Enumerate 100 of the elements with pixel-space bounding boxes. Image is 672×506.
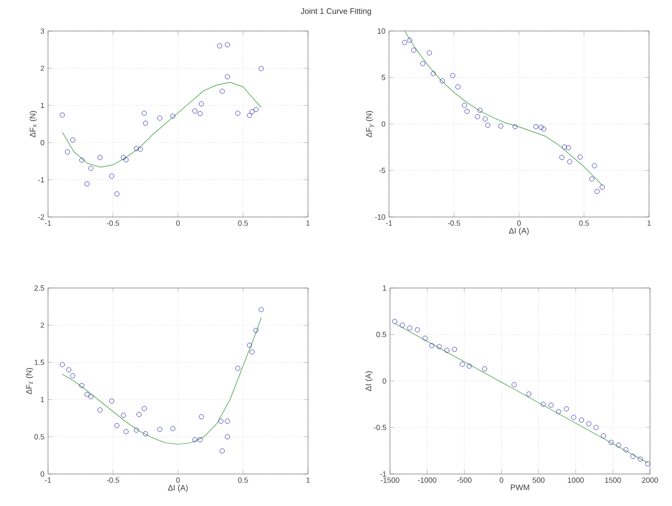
point xyxy=(224,42,230,48)
point xyxy=(429,343,434,348)
point xyxy=(436,344,442,350)
point xyxy=(426,50,432,56)
point xyxy=(253,328,259,333)
point xyxy=(414,327,420,332)
point xyxy=(452,346,458,352)
point xyxy=(630,454,636,459)
point xyxy=(246,112,252,118)
point xyxy=(594,424,599,430)
point xyxy=(66,367,72,372)
point xyxy=(460,362,465,367)
point xyxy=(134,146,139,152)
point xyxy=(136,412,142,418)
point xyxy=(97,154,103,160)
point xyxy=(114,423,120,428)
point xyxy=(217,43,222,48)
point xyxy=(512,382,517,388)
point xyxy=(60,112,65,118)
point xyxy=(562,144,568,150)
point xyxy=(466,364,472,369)
point xyxy=(482,116,488,122)
point xyxy=(250,349,255,355)
point xyxy=(60,362,65,368)
point xyxy=(142,120,148,126)
point xyxy=(198,111,203,116)
point xyxy=(170,114,176,119)
point xyxy=(142,110,147,116)
point xyxy=(138,146,143,152)
point xyxy=(64,149,70,154)
point xyxy=(134,428,139,433)
point xyxy=(623,447,628,452)
point xyxy=(420,61,426,66)
point xyxy=(218,418,224,424)
point xyxy=(220,448,225,454)
line-series xyxy=(62,317,262,445)
point xyxy=(589,176,594,182)
point xyxy=(123,157,129,162)
point xyxy=(142,406,147,412)
point xyxy=(192,108,198,114)
point xyxy=(224,418,230,424)
point xyxy=(70,137,76,143)
point xyxy=(440,78,445,84)
point xyxy=(567,159,572,164)
point xyxy=(548,402,554,408)
point xyxy=(422,336,428,341)
point xyxy=(258,307,264,312)
point xyxy=(192,437,198,442)
point xyxy=(616,442,622,448)
point xyxy=(402,40,408,46)
point xyxy=(123,429,129,434)
point xyxy=(541,126,546,132)
point xyxy=(142,431,148,436)
point xyxy=(462,102,467,108)
point xyxy=(224,74,230,80)
point xyxy=(444,348,450,353)
point xyxy=(79,382,84,388)
point xyxy=(498,124,504,129)
point xyxy=(198,437,203,442)
point xyxy=(455,84,460,90)
point xyxy=(114,191,120,196)
point xyxy=(120,412,126,418)
point xyxy=(220,88,225,94)
point xyxy=(407,325,412,331)
point xyxy=(235,366,240,371)
point xyxy=(120,154,126,160)
point xyxy=(198,414,204,420)
point xyxy=(411,48,416,53)
point xyxy=(485,122,490,128)
point xyxy=(224,434,230,440)
point xyxy=(170,426,176,432)
point xyxy=(253,106,259,112)
point xyxy=(533,124,538,130)
point xyxy=(600,184,605,190)
point xyxy=(559,154,564,160)
point xyxy=(450,73,456,78)
point xyxy=(638,456,643,462)
point xyxy=(79,158,84,163)
point xyxy=(392,318,398,324)
point xyxy=(109,174,114,179)
point xyxy=(70,373,76,378)
point xyxy=(592,163,597,168)
point xyxy=(157,116,162,121)
point xyxy=(400,322,405,328)
point xyxy=(512,124,518,130)
point xyxy=(198,101,204,106)
point xyxy=(97,407,103,413)
point xyxy=(556,409,562,414)
point xyxy=(566,145,571,150)
point xyxy=(594,188,600,194)
point xyxy=(88,394,94,400)
point xyxy=(88,166,94,171)
point xyxy=(258,66,264,72)
point xyxy=(246,342,252,348)
point xyxy=(474,114,480,120)
point xyxy=(540,402,546,407)
point xyxy=(578,418,584,423)
point xyxy=(109,398,114,404)
point xyxy=(586,421,592,426)
point xyxy=(608,440,614,445)
